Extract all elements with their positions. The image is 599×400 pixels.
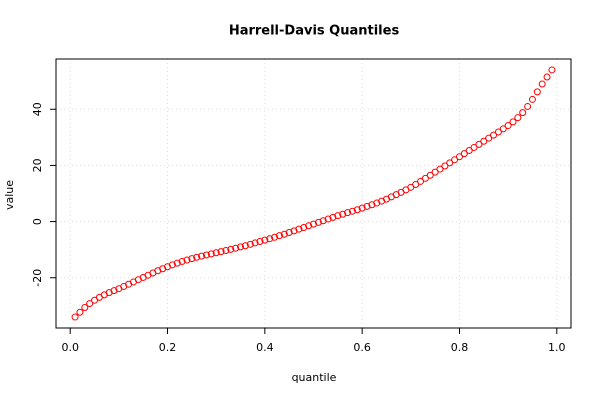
point xyxy=(460,150,468,158)
y-tick-label: 40 xyxy=(31,102,44,116)
point xyxy=(246,240,254,248)
point xyxy=(217,248,225,256)
point xyxy=(441,162,449,170)
point xyxy=(168,261,176,269)
point xyxy=(421,174,429,182)
point xyxy=(494,128,502,136)
point xyxy=(514,114,522,122)
point xyxy=(543,73,551,81)
x-tick-label: 0.2 xyxy=(159,341,177,354)
point xyxy=(475,140,483,148)
point xyxy=(193,253,201,261)
point xyxy=(290,227,298,235)
point xyxy=(241,242,249,250)
point xyxy=(261,236,269,244)
point xyxy=(329,213,337,221)
x-tick-label: 0.4 xyxy=(256,341,274,354)
point xyxy=(504,122,512,130)
point xyxy=(178,257,186,265)
point xyxy=(465,147,473,155)
point xyxy=(480,137,488,145)
point xyxy=(173,259,181,267)
point xyxy=(295,225,303,233)
point xyxy=(305,222,313,230)
point xyxy=(324,215,332,223)
point xyxy=(538,80,546,88)
x-tick-label: 0.0 xyxy=(61,341,79,354)
point xyxy=(455,153,463,161)
point xyxy=(470,143,478,151)
point xyxy=(344,209,352,217)
point xyxy=(485,134,493,142)
x-tick-label: 1.0 xyxy=(548,341,566,354)
point xyxy=(266,235,274,243)
point xyxy=(183,256,191,264)
plot-frame xyxy=(55,58,572,329)
point xyxy=(451,156,459,164)
point xyxy=(368,201,376,209)
point xyxy=(81,304,89,312)
point xyxy=(348,207,356,215)
point xyxy=(431,168,439,176)
point xyxy=(533,88,541,96)
point xyxy=(528,95,536,103)
point xyxy=(271,233,279,241)
point xyxy=(232,244,240,252)
point xyxy=(519,109,527,117)
point xyxy=(499,125,507,133)
point xyxy=(256,238,264,246)
point xyxy=(310,220,317,228)
point xyxy=(412,181,420,189)
chart-title: Harrell-Davis Quantiles xyxy=(229,24,400,39)
y-tick-label: -20 xyxy=(31,269,44,287)
point xyxy=(285,229,293,237)
x-tick-label: 0.8 xyxy=(451,341,469,354)
point xyxy=(314,218,322,226)
y-tick-label: 0 xyxy=(31,218,44,225)
point xyxy=(71,313,79,321)
x-axis-label: quantile xyxy=(292,371,337,384)
point xyxy=(426,171,434,179)
point xyxy=(509,118,517,126)
point xyxy=(446,159,454,167)
point xyxy=(237,243,245,251)
point xyxy=(300,223,308,231)
point xyxy=(86,300,94,308)
point xyxy=(275,232,283,240)
point xyxy=(417,177,425,185)
point xyxy=(212,249,220,257)
point xyxy=(188,255,196,263)
point xyxy=(198,252,206,260)
y-tick-label: 20 xyxy=(31,158,44,172)
point xyxy=(202,251,210,259)
point xyxy=(339,210,347,218)
point xyxy=(436,165,444,173)
point xyxy=(251,239,259,247)
point xyxy=(524,102,532,110)
point xyxy=(353,206,361,214)
point xyxy=(76,308,84,316)
point xyxy=(227,245,235,253)
point xyxy=(222,247,230,255)
point xyxy=(490,131,498,139)
point xyxy=(319,217,327,225)
point xyxy=(548,66,556,74)
point xyxy=(363,202,371,210)
y-axis-label: value xyxy=(3,180,16,210)
point xyxy=(280,230,288,238)
point xyxy=(334,212,342,220)
x-tick-label: 0.6 xyxy=(353,341,371,354)
point xyxy=(358,204,366,212)
point xyxy=(207,250,215,258)
